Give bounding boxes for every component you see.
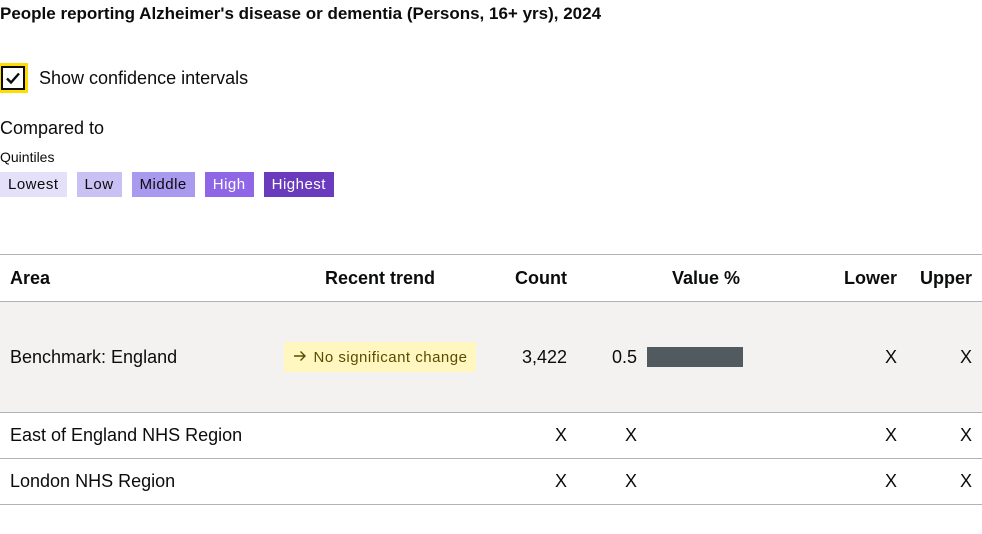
row-lower: X bbox=[884, 471, 897, 491]
benchmark-bar bbox=[647, 347, 743, 367]
trend-label: No significant change bbox=[313, 348, 468, 366]
confidence-intervals-label[interactable]: Show confidence intervals bbox=[39, 67, 249, 88]
data-table: Area Recent trend Count Value % Lower Up… bbox=[0, 254, 982, 505]
table-row: East of England NHS Region X X X X bbox=[0, 413, 982, 459]
header-upper[interactable]: Upper bbox=[919, 267, 972, 288]
trend-badge: No significant change bbox=[283, 342, 477, 372]
benchmark-upper: X bbox=[959, 346, 972, 367]
benchmark-trend-cell: No significant change bbox=[276, 302, 484, 412]
benchmark-count: 3,422 bbox=[521, 346, 567, 367]
benchmark-bar-cell bbox=[647, 302, 887, 412]
header-value[interactable]: Value % bbox=[672, 267, 741, 288]
header-area[interactable]: Area bbox=[10, 267, 51, 288]
quintile-high: High bbox=[204, 172, 254, 197]
row-value: X bbox=[624, 425, 637, 445]
confidence-intervals-checkbox[interactable] bbox=[0, 63, 28, 93]
row-value: X bbox=[624, 471, 637, 491]
benchmark-lower: X bbox=[884, 346, 897, 367]
quintile-low: Low bbox=[76, 172, 122, 197]
row-area: London NHS Region bbox=[10, 471, 176, 491]
quintiles-legend: Lowest Low Middle High Highest bbox=[0, 172, 344, 197]
checkmark-icon bbox=[6, 72, 20, 85]
row-upper: X bbox=[959, 471, 972, 491]
quintile-lowest: Lowest bbox=[0, 172, 67, 197]
header-count[interactable]: Count bbox=[515, 267, 567, 288]
row-lower: X bbox=[884, 425, 897, 445]
quintiles-label: Quintiles bbox=[0, 149, 55, 165]
row-upper: X bbox=[959, 425, 972, 445]
row-count: X bbox=[554, 425, 567, 445]
confidence-intervals-toggle[interactable]: Show confidence intervals bbox=[0, 63, 248, 93]
header-trend[interactable]: Recent trend bbox=[324, 267, 436, 288]
benchmark-bar-track bbox=[647, 347, 887, 367]
row-area: East of England NHS Region bbox=[10, 425, 243, 445]
compared-to-label: Compared to bbox=[0, 118, 105, 138]
quintile-middle: Middle bbox=[131, 172, 195, 197]
row-count: X bbox=[554, 471, 567, 491]
header-lower[interactable]: Lower bbox=[843, 267, 897, 288]
benchmark-area: Benchmark: England bbox=[10, 346, 178, 367]
benchmark-row: Benchmark: England No significant change… bbox=[0, 302, 982, 413]
quintile-highest: Highest bbox=[263, 172, 334, 197]
page-title: People reporting Alzheimer's disease or … bbox=[0, 4, 602, 23]
table-header-row: Area Recent trend Count Value % Lower Up… bbox=[0, 255, 982, 302]
benchmark-value: 0.5 bbox=[611, 346, 637, 367]
arrow-right-icon bbox=[293, 349, 307, 366]
table-row: London NHS Region X X X X bbox=[0, 459, 982, 505]
